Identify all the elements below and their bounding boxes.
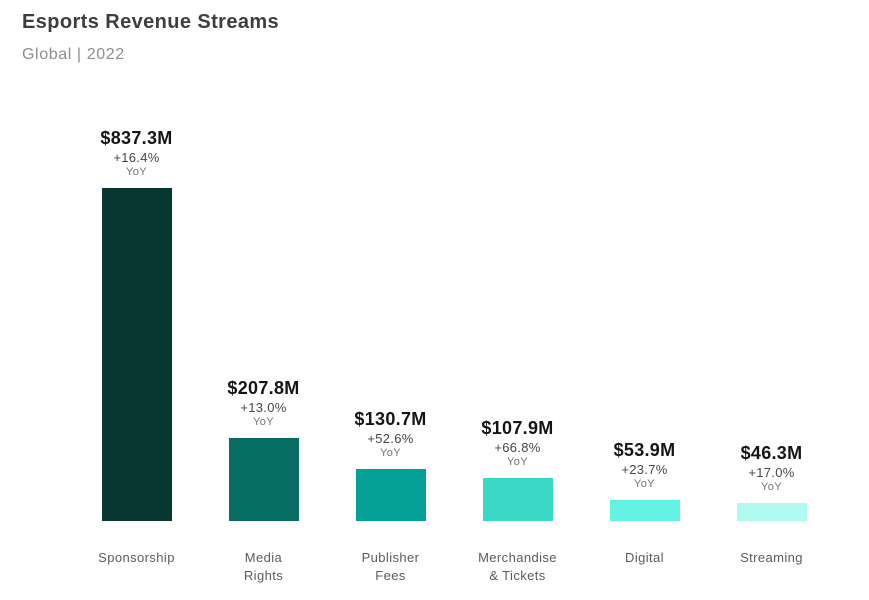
bar-column: $53.9M +23.7% YoY [581,0,708,521]
bar-column: $130.7M +52.6% YoY [327,0,454,521]
value-label: $107.9M [481,418,554,438]
bar-label-block: $107.9M +66.8% YoY [454,418,581,469]
yoy-change-label: +16.4% [113,150,160,165]
plot-area: $837.3M +16.4% YoY $207.8M +13.0% YoY $130.7M +… [73,0,835,521]
yoy-unit-label: YoY [380,447,401,459]
value-label: $207.8M [227,378,300,398]
bar-column: $207.8M +13.0% YoY [200,0,327,521]
category-label: Streaming [740,550,803,565]
bar-column: $46.3M +17.0% YoY [708,0,835,521]
bar-label-block: $130.7M +52.6% YoY [327,409,454,460]
bar [482,478,553,521]
bar-label-block: $207.8M +13.0% YoY [200,378,327,429]
bar [101,188,172,521]
yoy-change-label: +13.0% [240,400,287,415]
chart-subtitle: Global | 2022 [22,46,125,63]
value-label: $837.3M [100,128,173,148]
value-label: $53.9M [613,440,676,460]
bar [736,503,807,521]
bar-column: $107.9M +66.8% YoY [454,0,581,521]
category-label: Publisher Fees [361,550,420,583]
category-axis: Sponsorship Media Rights Publisher Fees Merch… [73,549,835,585]
bar-label-block: $837.3M +16.4% YoY [73,128,200,179]
category-label: Media Rights [243,550,284,583]
bar [609,500,680,521]
category-label: Merchandise & Tickets [478,550,557,583]
value-label: $46.3M [740,443,803,463]
chart-title: Esports Revenue Streams [22,11,280,33]
yoy-unit-label: YoY [253,416,274,428]
bar-column: $837.3M +16.4% YoY [73,0,200,521]
bar [228,438,299,521]
bar-label-block: $46.3M +17.0% YoY [708,443,835,494]
yoy-change-label: +66.8% [494,440,541,455]
bar-label-block: $53.9M +23.7% YoY [581,440,708,491]
yoy-unit-label: YoY [126,166,147,178]
yoy-unit-label: YoY [634,478,655,490]
yoy-change-label: +17.0% [748,465,795,480]
bar [355,469,426,521]
category-label: Digital [625,550,664,565]
yoy-change-label: +23.7% [621,462,668,477]
yoy-unit-label: YoY [507,456,528,468]
category-label: Sponsorship [98,550,175,565]
yoy-unit-label: YoY [761,481,782,493]
yoy-change-label: +52.6% [367,431,414,446]
value-label: $130.7M [354,409,427,429]
